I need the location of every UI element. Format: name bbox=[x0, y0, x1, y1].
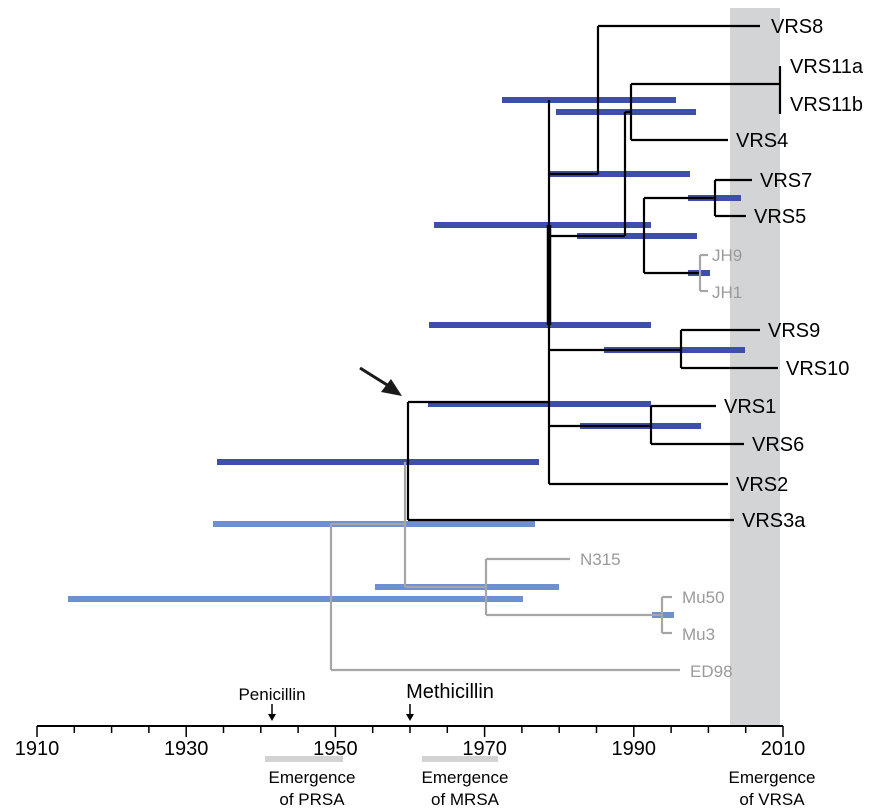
taxon-label-vrs9: VRS9 bbox=[768, 320, 820, 342]
taxon-labels-black: VRS8 VRS11a VRS11b VRS4 VRS7 VRS5 VRS9 V… bbox=[724, 16, 864, 532]
branches-black bbox=[406, 24, 782, 522]
axis-ticks bbox=[36, 726, 784, 737]
taxon-label-vrs2: VRS2 bbox=[736, 474, 788, 496]
confidence-bars-dark bbox=[217, 97, 745, 465]
taxon-label-jh9: JH9 bbox=[712, 246, 742, 265]
vrsa-emergence-label-2: of VRSA bbox=[739, 790, 805, 809]
mrsa-emergence-bar bbox=[422, 756, 498, 762]
methicillin-marker-arrow bbox=[406, 714, 414, 721]
penicillin-label: Penicillin bbox=[238, 685, 305, 704]
taxon-label-vrs5: VRS5 bbox=[754, 206, 806, 228]
taxon-label-vrs8: VRS8 bbox=[771, 16, 823, 38]
axis-tick-labels: 1910 1930 1950 1970 1990 2010 bbox=[15, 738, 806, 760]
tick-label: 1990 bbox=[612, 738, 657, 760]
penicillin-marker-arrow bbox=[268, 714, 276, 721]
time-axis bbox=[36, 725, 784, 737]
taxon-label-mu3: Mu3 bbox=[682, 625, 715, 644]
vrsa-emergence-label-1: Emergence bbox=[729, 768, 816, 787]
taxon-label-vrs4: VRS4 bbox=[736, 130, 788, 152]
tick-label: 1930 bbox=[164, 738, 209, 760]
emergence-labels: Emergence of PRSA Emergence of MRSA Emer… bbox=[269, 768, 816, 809]
taxon-label-vrs11b: VRS11b bbox=[790, 94, 863, 116]
tick-label: 1970 bbox=[462, 738, 507, 760]
tick-label: 1950 bbox=[313, 738, 358, 760]
taxon-label-n315: N315 bbox=[580, 550, 621, 569]
taxon-label-vrs6: VRS6 bbox=[752, 434, 804, 456]
arrowhead bbox=[381, 379, 402, 396]
methicillin-label: Methicillin bbox=[406, 681, 494, 703]
taxon-label-vrs10: VRS10 bbox=[786, 358, 849, 380]
prsa-emergence-label-1: Emergence bbox=[269, 768, 356, 787]
prsa-emergence-bar bbox=[265, 756, 343, 762]
taxon-label-vrs7: VRS7 bbox=[760, 170, 812, 192]
taxon-label-ed98: ED98 bbox=[690, 662, 733, 681]
taxon-label-vrs1: VRS1 bbox=[724, 396, 776, 418]
mrsa-emergence-label-2: of MRSA bbox=[431, 790, 500, 809]
jh-branch bbox=[698, 253, 708, 293]
confidence-bars-light bbox=[68, 521, 674, 618]
mrsa-emergence-label-1: Emergence bbox=[422, 768, 509, 787]
tick-label: 2010 bbox=[761, 738, 806, 760]
taxon-label-vrs3a: VRS3a bbox=[742, 510, 806, 532]
prsa-emergence-label-2: of PRSA bbox=[279, 790, 345, 809]
taxon-labels-gray: JH9 JH1 N315 Mu50 Mu3 ED98 bbox=[580, 246, 742, 681]
taxon-label-mu50: Mu50 bbox=[682, 588, 725, 607]
taxon-label-vrs11a: VRS11a bbox=[790, 56, 864, 78]
branches-gray bbox=[329, 462, 680, 672]
taxon-label-jh1: JH1 bbox=[712, 283, 742, 302]
tick-label: 1910 bbox=[15, 738, 60, 760]
